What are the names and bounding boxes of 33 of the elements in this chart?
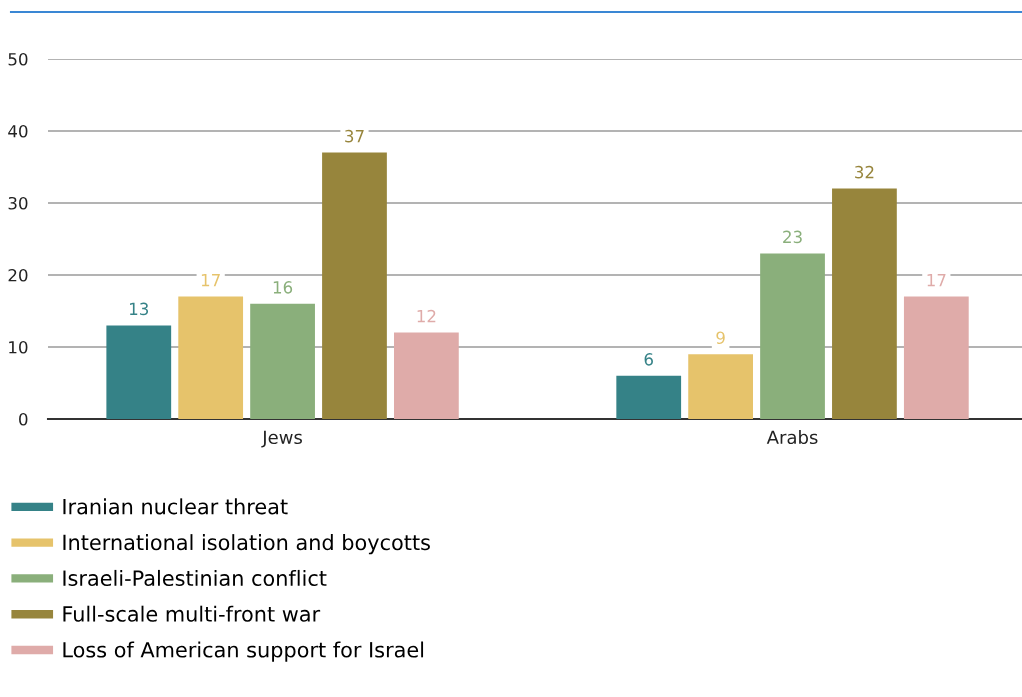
- data-label: 32: [855, 165, 874, 179]
- bar: [250, 303, 315, 419]
- y-tick-label: 10: [9, 340, 28, 354]
- bar: [832, 188, 897, 419]
- bar: [106, 325, 172, 419]
- data-label: 37: [345, 129, 364, 143]
- bar: [178, 296, 244, 419]
- bar: [688, 354, 753, 419]
- bar: [760, 253, 825, 419]
- bar: [903, 296, 969, 419]
- bar: [394, 332, 459, 419]
- data-label: 17: [927, 274, 946, 287]
- data-label: 17: [201, 274, 220, 287]
- y-tick-label: 30: [8, 196, 28, 210]
- data-label: 13: [130, 302, 149, 316]
- y-tick-label: 40: [8, 124, 28, 138]
- data-label: 12: [417, 309, 436, 323]
- data-label: 16: [273, 281, 293, 294]
- data-label: 23: [783, 230, 802, 244]
- x-tick-label: Jews: [261, 430, 302, 448]
- legend-label: Loss of American support for Israel: [63, 641, 424, 662]
- x-tick-label: Arabs: [766, 430, 818, 445]
- legend-label: Full-scale multi-front war: [63, 605, 321, 622]
- y-tick-label: 20: [8, 268, 28, 282]
- legend-label: Israeli-Palestinian conflict: [63, 569, 327, 587]
- legend-label: Iranian nuclear threat: [63, 498, 288, 515]
- y-tick-label: 50: [8, 52, 28, 66]
- bar: [322, 152, 387, 419]
- legend-label: International isolation and boycotts: [63, 534, 430, 555]
- bar: [616, 375, 682, 419]
- data-label: 6: [644, 353, 653, 366]
- data-label: 9: [716, 331, 725, 345]
- y-tick-label: 0: [19, 412, 28, 426]
